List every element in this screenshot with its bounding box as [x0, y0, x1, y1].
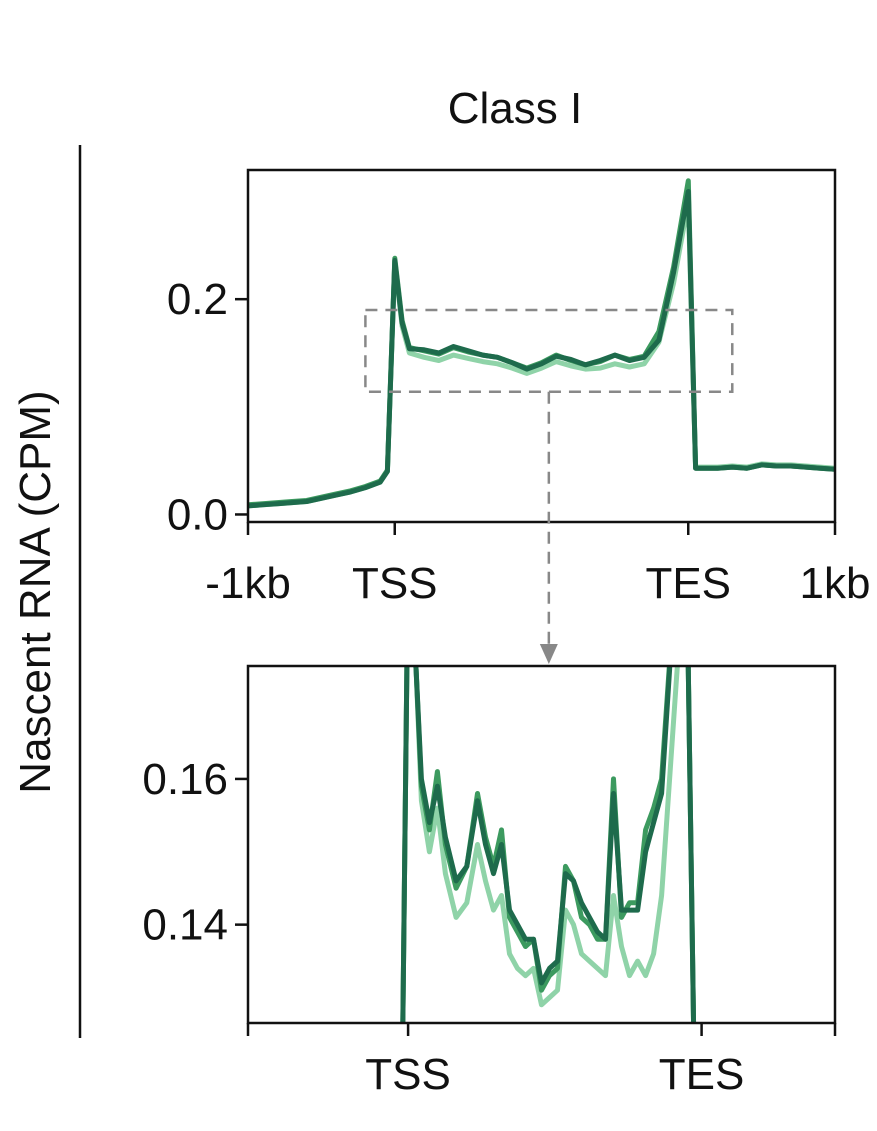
overview-series-line-2 — [248, 178, 835, 508]
zoom-series-line-1 — [400, 666, 697, 1023]
zoom-arrow-head — [539, 644, 558, 664]
overview-x-tick-label: TES — [645, 559, 731, 608]
overview-series-lines — [248, 178, 835, 509]
overview-x-tick-label: 1kb — [800, 559, 871, 608]
zoom-x-tick-label: TSS — [365, 1050, 451, 1099]
chart-title: Class I — [448, 84, 582, 133]
overview-panel: -1kb TSS TES 1kb 0.0 0.2 — [167, 168, 871, 608]
zoom-series-lines — [400, 666, 697, 1023]
overview-series-line-1 — [248, 199, 835, 509]
overview-x-tick-label: -1kb — [205, 559, 291, 608]
overview-series-line-3 — [248, 189, 835, 509]
y-axis-label: Nascent RNA (CPM) — [11, 390, 60, 793]
overview-x-tick-label: TSS — [352, 559, 438, 608]
zoom-y-tick-label: 0.14 — [142, 901, 228, 950]
overview-plot-frame — [246, 168, 837, 524]
overview-ticks: -1kb TSS TES 1kb 0.0 0.2 — [167, 275, 871, 608]
zoom-x-tick-label: TES — [659, 1050, 745, 1099]
zoom-plot-frame — [246, 664, 837, 1025]
zoom-panel: TSS TES 0.14 0.16 — [142, 664, 837, 1099]
overview-y-tick-label: 0.0 — [167, 490, 228, 539]
zoom-series-line-3 — [400, 666, 697, 1023]
zoom-region-box — [364, 308, 734, 393]
zoom-ticks: TSS TES 0.14 0.16 — [142, 755, 837, 1099]
zoom-y-tick-label: 0.16 — [142, 755, 228, 804]
overview-y-tick-label: 0.2 — [167, 275, 228, 324]
